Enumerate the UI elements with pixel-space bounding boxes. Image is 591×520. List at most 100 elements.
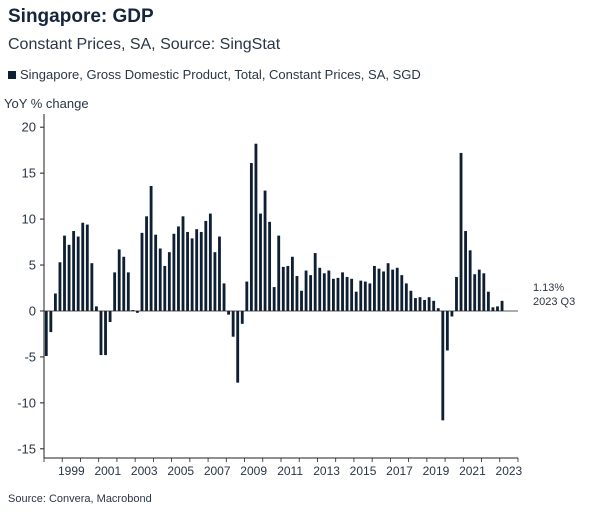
bar [268, 221, 272, 311]
bar [49, 310, 53, 333]
x-tick-label: 2023 [496, 464, 523, 478]
bar [450, 310, 454, 317]
bar [53, 293, 57, 311]
bar [154, 234, 158, 311]
bar [318, 267, 322, 311]
bar [136, 310, 139, 313]
y-tick-label: 10 [22, 212, 36, 227]
y-tick-label: -5 [24, 349, 36, 364]
bar [313, 253, 317, 311]
bar [177, 226, 180, 311]
bar [482, 273, 486, 311]
x-tick-label: 2007 [204, 464, 231, 478]
bar [400, 275, 404, 311]
bar [445, 310, 449, 351]
bar [199, 231, 203, 311]
legend: Singapore, Gross Domestic Product, Total… [8, 67, 421, 82]
bar [208, 213, 212, 311]
source-note: Source: Convera, Macrobond [8, 493, 152, 505]
bar [409, 290, 413, 311]
bar [341, 272, 344, 311]
bar [140, 232, 144, 311]
y-tick-label: 15 [22, 166, 36, 181]
x-tick-label: 2009 [240, 464, 267, 478]
bar [404, 283, 408, 311]
bar [459, 152, 463, 311]
y-tick-label: 5 [29, 258, 36, 273]
bar [363, 281, 367, 311]
y-axis-label: YoY % change [4, 96, 89, 111]
bar [145, 216, 148, 311]
bar [263, 190, 267, 311]
bar [58, 262, 62, 311]
y-tick-label: -15 [17, 441, 36, 456]
gdp-bar-chart: -15 -10 -5 0 5 10 15 20 1999 2001 2003 2005 2007 2009… [17, 114, 523, 478]
bar [500, 300, 504, 311]
bar [491, 307, 495, 311]
chart-title: Singapore: GDP [8, 6, 154, 27]
bar [477, 269, 481, 311]
chart-subtitle: Constant Prices, SA, Source: SingStat [8, 36, 281, 53]
bar [104, 310, 107, 356]
x-tick-label: 2001 [94, 464, 121, 478]
x-tick-label: 2013 [313, 464, 340, 478]
bar [72, 231, 76, 311]
bar [432, 300, 436, 311]
x-tick-label: 2011 [277, 464, 303, 478]
x-tick-label: 2015 [350, 464, 377, 478]
bar [486, 291, 490, 311]
bar [304, 270, 308, 311]
bar [44, 310, 48, 356]
bar [436, 308, 440, 311]
bar [427, 297, 431, 311]
bar [95, 306, 98, 311]
bar [254, 143, 258, 311]
legend-swatch [8, 70, 16, 79]
bar [90, 263, 94, 311]
bar [63, 235, 66, 311]
bar [113, 272, 117, 311]
callout-period: 2023 Q3 [533, 295, 576, 308]
x-tick-label: 1999 [58, 464, 85, 478]
bar [281, 266, 285, 311]
bar [455, 276, 458, 311]
bar [414, 298, 417, 311]
bar [468, 250, 472, 311]
bar [99, 310, 103, 356]
bar [359, 280, 363, 311]
bar [190, 238, 194, 311]
bar [272, 287, 276, 311]
bar [126, 272, 130, 311]
x-tick-label: 2019 [423, 464, 450, 478]
bar [85, 224, 89, 311]
bar [373, 265, 376, 311]
bar [236, 310, 240, 383]
bar [259, 213, 262, 311]
bar [108, 310, 112, 322]
bar [382, 271, 385, 311]
bar [286, 265, 290, 311]
bar [218, 236, 221, 311]
bar [290, 256, 294, 311]
x-tick-label: 2003 [131, 464, 158, 478]
bar [117, 249, 121, 311]
bar [167, 252, 171, 311]
bar [67, 244, 71, 311]
bar [81, 222, 85, 311]
bar [300, 290, 303, 311]
callout-value: 1.13% [533, 281, 565, 294]
bar [76, 236, 80, 311]
bar [231, 310, 235, 337]
bar [277, 235, 281, 311]
bar [354, 291, 358, 311]
bar [131, 310, 135, 311]
bar [395, 267, 399, 311]
bar [336, 277, 340, 311]
y-tick-label: 0 [29, 303, 36, 318]
bar [327, 270, 331, 311]
bar [163, 265, 167, 311]
bar [464, 231, 467, 311]
bar [195, 229, 199, 311]
bar [322, 273, 326, 311]
bar [386, 263, 390, 311]
